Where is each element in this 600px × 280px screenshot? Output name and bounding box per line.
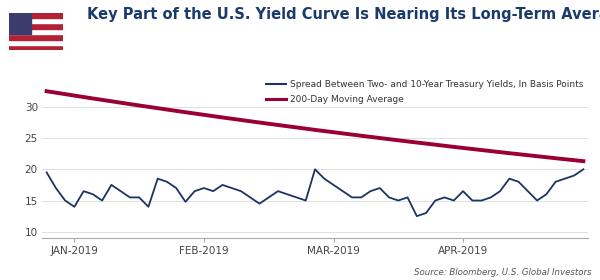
Bar <box>9 29 63 34</box>
Bar <box>9 24 63 29</box>
Text: Key Part of the U.S. Yield Curve Is Nearing Its Long-Term Average: Key Part of the U.S. Yield Curve Is Near… <box>87 7 600 22</box>
Text: Source: Bloomberg, U.S. Global Investors: Source: Bloomberg, U.S. Global Investors <box>413 268 591 277</box>
Bar <box>9 13 31 34</box>
Bar <box>9 45 63 50</box>
Legend: Spread Between Two- and 10-Year Treasury Yields, In Basis Points, 200-Day Moving: Spread Between Two- and 10-Year Treasury… <box>266 80 583 104</box>
Bar <box>9 13 63 18</box>
Bar <box>9 34 63 39</box>
Bar <box>9 39 63 45</box>
Bar <box>9 18 63 24</box>
